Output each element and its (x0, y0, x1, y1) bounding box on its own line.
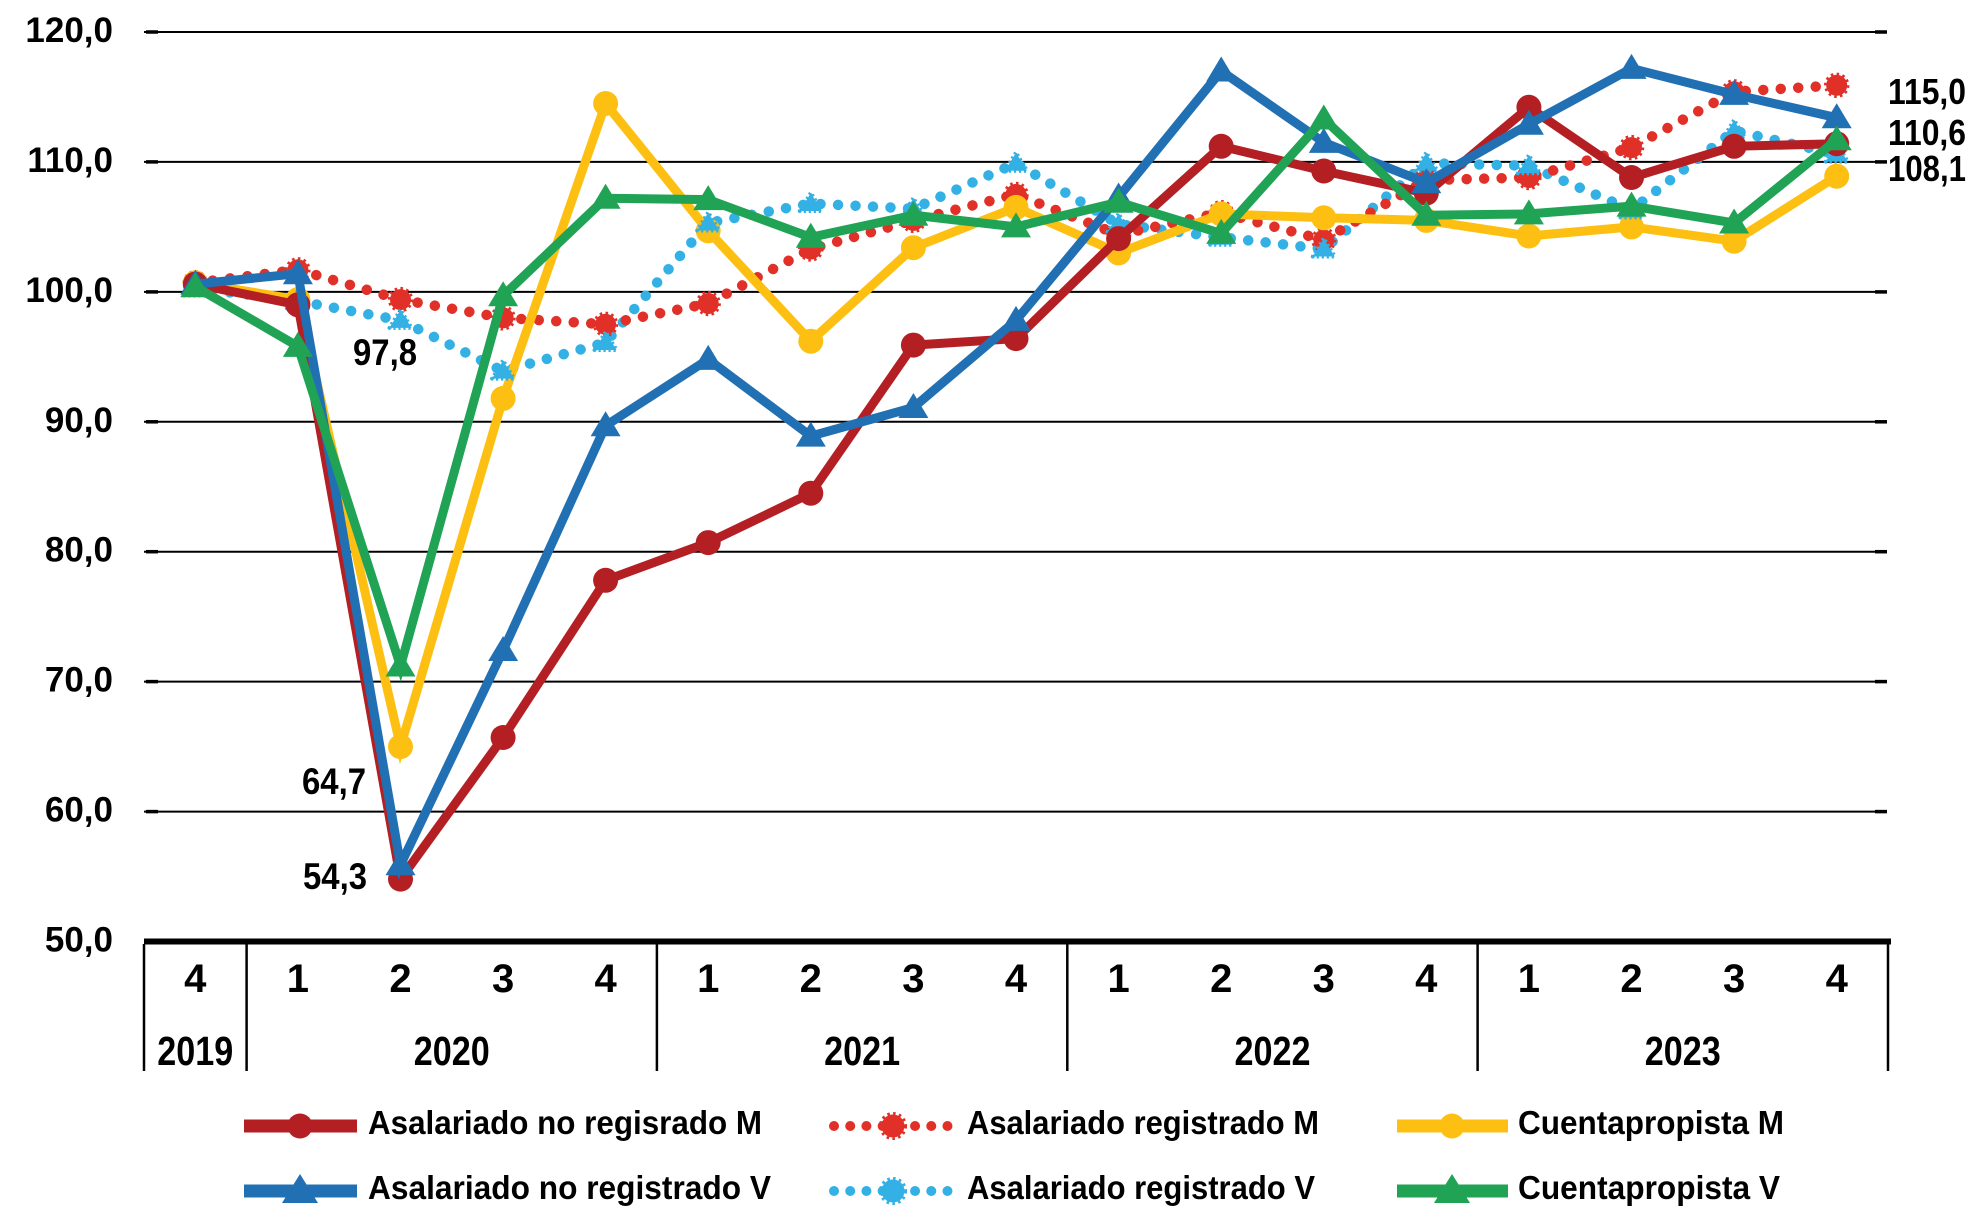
svg-text:100,0: 100,0 (25, 271, 113, 310)
svg-text:4: 4 (1005, 957, 1028, 1001)
svg-text:2: 2 (1620, 957, 1642, 1001)
svg-text:108,1: 108,1 (1888, 148, 1966, 189)
svg-text:110,6: 110,6 (1888, 112, 1966, 153)
svg-text:2: 2 (1210, 957, 1232, 1001)
svg-text:Cuentapropista V: Cuentapropista V (1518, 1169, 1780, 1206)
svg-text:97,8: 97,8 (353, 332, 417, 373)
svg-text:110,0: 110,0 (27, 141, 113, 180)
svg-text:120,0: 120,0 (25, 11, 113, 50)
svg-text:3: 3 (1313, 957, 1335, 1001)
svg-text:Asalariado no regisrado M: Asalariado no regisrado M (368, 1104, 762, 1141)
svg-text:2021: 2021 (824, 1028, 900, 1074)
svg-text:3: 3 (1723, 957, 1745, 1001)
svg-text:2020: 2020 (414, 1028, 490, 1074)
svg-text:1: 1 (287, 957, 309, 1001)
svg-text:90,0: 90,0 (45, 401, 113, 440)
svg-text:2019: 2019 (157, 1028, 233, 1074)
svg-text:64,7: 64,7 (302, 761, 366, 802)
svg-text:54,3: 54,3 (303, 856, 367, 897)
svg-text:50,0: 50,0 (45, 921, 113, 960)
svg-text:Asalariado registrado V: Asalariado registrado V (967, 1169, 1315, 1206)
svg-text:Asalariado no registrado V: Asalariado no registrado V (368, 1169, 771, 1206)
svg-text:1: 1 (1107, 957, 1129, 1001)
svg-text:2: 2 (389, 957, 411, 1001)
svg-text:3: 3 (902, 957, 924, 1001)
svg-text:4: 4 (1826, 957, 1849, 1001)
svg-text:115,0: 115,0 (1888, 71, 1966, 112)
svg-text:4: 4 (594, 957, 617, 1001)
svg-text:1: 1 (1518, 957, 1540, 1001)
svg-text:Asalariado registrado M: Asalariado registrado M (967, 1104, 1319, 1141)
svg-text:Cuentapropista M: Cuentapropista M (1518, 1104, 1784, 1141)
svg-text:2023: 2023 (1645, 1028, 1721, 1074)
svg-text:60,0: 60,0 (45, 791, 113, 830)
svg-text:4: 4 (1415, 957, 1438, 1001)
svg-text:2022: 2022 (1235, 1028, 1311, 1074)
svg-text:3: 3 (492, 957, 514, 1001)
svg-text:1: 1 (697, 957, 719, 1001)
svg-text:80,0: 80,0 (45, 531, 113, 570)
svg-text:70,0: 70,0 (45, 661, 113, 700)
svg-text:4: 4 (184, 957, 207, 1001)
svg-text:2: 2 (800, 957, 822, 1001)
